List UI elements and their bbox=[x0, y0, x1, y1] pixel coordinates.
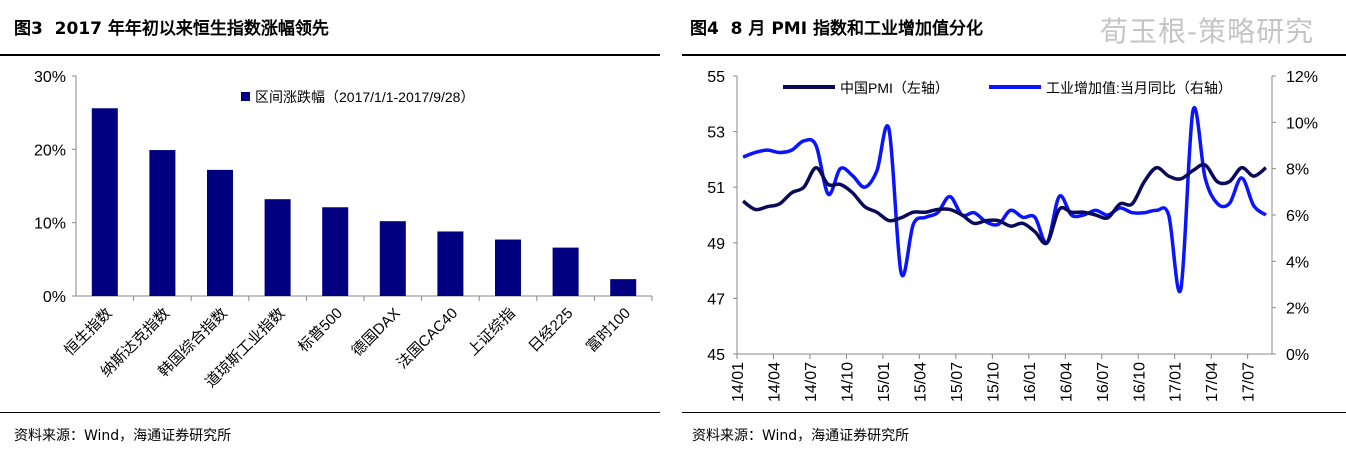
x-tick-label: 德国DAX bbox=[348, 304, 404, 360]
right-y-tick-label: 0% bbox=[1286, 347, 1309, 364]
bar bbox=[610, 279, 637, 296]
left-source: 资料来源：Wind，海通证券研究所 bbox=[14, 428, 232, 444]
left-footer-rule bbox=[0, 412, 660, 413]
right-y-tick-label: 4% bbox=[1286, 254, 1309, 271]
pmi-line bbox=[742, 162, 1268, 246]
x-tick-label: 富时100 bbox=[582, 304, 634, 356]
x-tick-label: 14/04 bbox=[766, 362, 783, 402]
x-tick-label: 恒生指数 bbox=[61, 305, 115, 359]
bar bbox=[149, 150, 176, 296]
x-tick-label: 14/01 bbox=[730, 362, 747, 402]
x-tick-label: 17/01 bbox=[1168, 362, 1185, 402]
x-tick-label: 16/10 bbox=[1131, 362, 1148, 402]
x-tick-label: 17/07 bbox=[1241, 362, 1258, 402]
bar bbox=[322, 207, 349, 296]
x-tick-label: 17/04 bbox=[1204, 362, 1221, 402]
right-y-tick-label: 12% bbox=[1286, 69, 1318, 86]
x-tick-label: 法国CAC40 bbox=[394, 305, 461, 372]
left-chart-title: 图3 2017 年年初以来恒生指数涨幅领先 bbox=[14, 19, 329, 39]
x-tick-label: 15/04 bbox=[912, 362, 929, 402]
left-y-tick-label: 53 bbox=[707, 125, 725, 142]
left-y-tick-label: 55 bbox=[707, 69, 725, 86]
left-y-tick-label: 47 bbox=[707, 291, 725, 308]
x-tick-label: 标普500 bbox=[295, 305, 346, 356]
x-tick-label: 15/01 bbox=[876, 362, 893, 402]
y-tick-label: 0% bbox=[43, 289, 66, 306]
legend-ip-label: 工业增加值:当月同比（右轴） bbox=[1046, 80, 1232, 96]
legend-swatch bbox=[241, 92, 250, 101]
legend-pmi-label: 中国PMI（左轴） bbox=[840, 80, 949, 96]
x-tick-label: 15/07 bbox=[949, 362, 966, 402]
left-y-tick-label: 51 bbox=[707, 180, 725, 197]
bar bbox=[91, 108, 118, 297]
x-tick-label: 15/10 bbox=[985, 362, 1002, 402]
right-chart-title: 图4 8 月 PMI 指数和工业增加值分化 bbox=[690, 19, 983, 39]
right-y-tick-label: 2% bbox=[1286, 301, 1309, 318]
right-y-tick-label: 6% bbox=[1286, 208, 1309, 225]
x-tick-label: 上证综指 bbox=[464, 305, 518, 359]
left-title-rule bbox=[0, 54, 660, 56]
right-footer-rule bbox=[682, 412, 1346, 413]
bar bbox=[437, 231, 464, 296]
left-y-tick-label: 45 bbox=[707, 347, 725, 364]
bar bbox=[264, 199, 291, 296]
x-tick-label: 14/07 bbox=[803, 362, 820, 402]
x-tick-label: 16/04 bbox=[1058, 362, 1075, 402]
x-tick-label: 16/07 bbox=[1095, 362, 1112, 402]
y-tick-label: 30% bbox=[34, 69, 66, 86]
watermark: 荀玉根-策略研究 bbox=[1100, 15, 1315, 48]
x-tick-label: 16/01 bbox=[1022, 362, 1039, 402]
right-y-tick-label: 10% bbox=[1286, 115, 1318, 132]
right-y-tick-label: 8% bbox=[1286, 162, 1309, 179]
bar bbox=[207, 169, 233, 296]
x-tick-label: 14/10 bbox=[839, 362, 856, 402]
legend-label: 区间涨跌幅（2017/1/1-2017/9/28） bbox=[255, 89, 474, 105]
bar bbox=[379, 221, 406, 296]
y-tick-label: 10% bbox=[34, 216, 66, 233]
right-title-rule bbox=[682, 54, 1346, 56]
bar bbox=[552, 247, 579, 296]
left-y-tick-label: 49 bbox=[707, 236, 725, 253]
bar bbox=[495, 239, 521, 296]
y-tick-label: 20% bbox=[34, 142, 66, 159]
right-source: 资料来源：Wind，海通证券研究所 bbox=[692, 428, 910, 444]
x-tick-label: 日经225 bbox=[525, 305, 576, 356]
ip-yoy-line bbox=[742, 106, 1267, 294]
